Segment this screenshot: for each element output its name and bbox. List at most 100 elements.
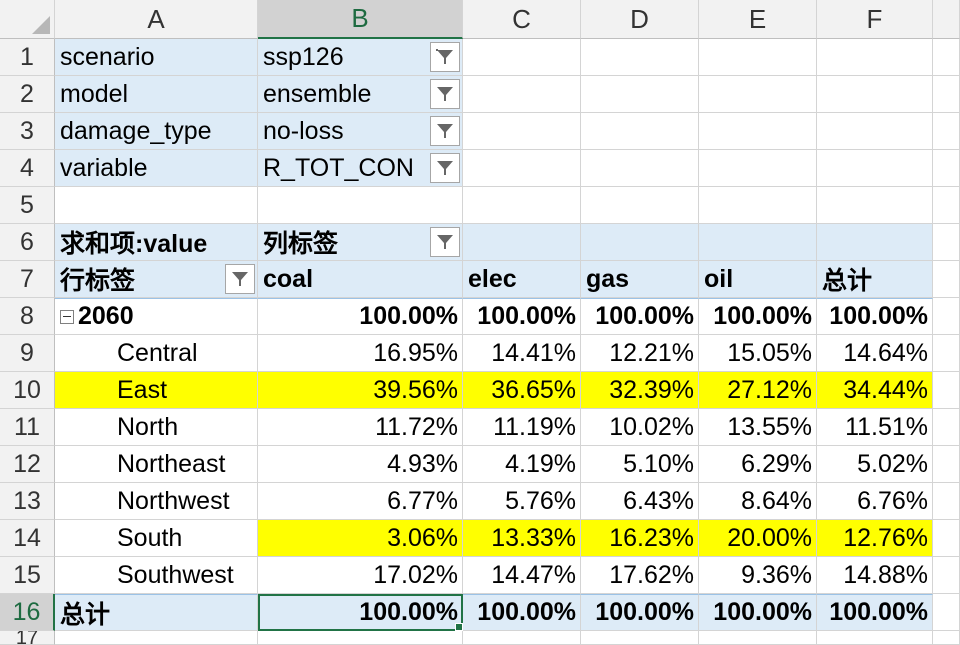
cell[interactable] [933,224,960,261]
filter-value[interactable]: R_TOT_CON [258,150,463,187]
pivot-value[interactable]: 12.76% [817,520,933,557]
cell[interactable] [463,150,581,187]
cell[interactable] [933,39,960,76]
row-header[interactable]: 13 [0,483,55,520]
filter-dropdown-icon[interactable] [430,79,460,109]
cell[interactable] [463,39,581,76]
grand-total-value[interactable]: 100.00% [817,594,933,631]
cell[interactable] [581,76,699,113]
row-header[interactable]: 9 [0,335,55,372]
column-header-b[interactable]: B [258,0,463,39]
column-header-a[interactable]: A [55,0,258,39]
cell[interactable] [933,335,960,372]
pivot-value[interactable]: 34.44% [817,372,933,409]
fill-handle[interactable] [455,623,463,631]
cell[interactable] [933,187,960,224]
pivot-value[interactable]: 6.29% [699,446,817,483]
cell[interactable] [933,483,960,520]
cell[interactable] [933,113,960,150]
filter-dropdown-icon[interactable] [430,153,460,183]
cell[interactable] [817,224,933,261]
cell[interactable] [933,594,960,631]
cell[interactable] [581,39,699,76]
pivot-value[interactable]: 11.72% [258,409,463,446]
pivot-value[interactable]: 4.19% [463,446,581,483]
cell[interactable] [581,224,699,261]
row-header[interactable]: 17 [0,631,55,645]
pivot-value[interactable]: 12.21% [581,335,699,372]
pivot-value[interactable]: 5.02% [817,446,933,483]
cell[interactable] [933,261,960,298]
region-label[interactable]: North [55,409,258,446]
row-header[interactable]: 16 [0,594,55,631]
row-header[interactable]: 8 [0,298,55,335]
pivot-value[interactable]: 13.55% [699,409,817,446]
pivot-row-labels[interactable]: 行标签 [55,261,258,298]
cell[interactable] [581,187,699,224]
cell[interactable] [463,76,581,113]
pivot-value[interactable]: 10.02% [581,409,699,446]
filter-value[interactable]: ensemble [258,76,463,113]
column-header-c[interactable]: C [463,0,581,39]
cell[interactable] [933,76,960,113]
cell[interactable] [55,631,258,645]
pivot-value[interactable]: 14.88% [817,557,933,594]
pivot-value[interactable]: 14.41% [463,335,581,372]
region-label[interactable]: Northwest [55,483,258,520]
pivot-col-heading[interactable]: coal [258,261,463,298]
column-header-e[interactable]: E [699,0,817,39]
cell[interactable] [933,557,960,594]
cell[interactable] [463,113,581,150]
cell[interactable] [699,113,817,150]
cell[interactable] [699,224,817,261]
grand-total-value[interactable]: 100.00% [463,594,581,631]
cell[interactable] [933,409,960,446]
collapse-minus-icon[interactable] [60,309,74,324]
cell[interactable] [463,187,581,224]
filter-label[interactable]: model [55,76,258,113]
filter-dropdown-icon[interactable] [430,42,460,72]
pivot-value[interactable]: 13.33% [463,520,581,557]
pivot-value[interactable]: 39.56% [258,372,463,409]
region-label[interactable]: South [55,520,258,557]
select-all-corner[interactable] [0,0,55,39]
cell[interactable] [699,150,817,187]
cell[interactable] [933,631,960,645]
cell[interactable] [817,631,933,645]
pivot-value[interactable]: 16.23% [581,520,699,557]
row-header[interactable]: 15 [0,557,55,594]
row-header[interactable]: 3 [0,113,55,150]
row-header[interactable]: 5 [0,187,55,224]
row-header[interactable]: 4 [0,150,55,187]
pivot-value[interactable]: 100.00% [817,298,933,335]
row-header[interactable]: 7 [0,261,55,298]
cell[interactable] [581,113,699,150]
pivot-value[interactable]: 5.76% [463,483,581,520]
pivot-column-labels[interactable]: 列标签 [258,224,463,261]
pivot-value[interactable]: 15.05% [699,335,817,372]
pivot-value[interactable]: 16.95% [258,335,463,372]
cell[interactable] [699,631,817,645]
pivot-value[interactable]: 17.02% [258,557,463,594]
column-header-g[interactable] [933,0,960,39]
pivot-value[interactable]: 32.39% [581,372,699,409]
filter-dropdown-icon[interactable] [430,227,460,257]
pivot-value[interactable]: 6.77% [258,483,463,520]
cell[interactable] [581,150,699,187]
cell[interactable] [933,372,960,409]
pivot-value[interactable]: 100.00% [258,298,463,335]
filter-dropdown-icon[interactable] [225,264,255,294]
cell[interactable] [699,39,817,76]
column-header-f[interactable]: F [817,0,933,39]
row-header[interactable]: 11 [0,409,55,446]
pivot-value[interactable]: 6.43% [581,483,699,520]
pivot-value[interactable]: 14.64% [817,335,933,372]
cell[interactable] [258,631,463,645]
grand-total-label[interactable]: 总计 [55,594,258,631]
cell[interactable] [933,520,960,557]
cell[interactable] [817,76,933,113]
pivot-value[interactable]: 100.00% [581,298,699,335]
cell[interactable] [817,113,933,150]
cell[interactable] [817,39,933,76]
cell[interactable] [817,187,933,224]
